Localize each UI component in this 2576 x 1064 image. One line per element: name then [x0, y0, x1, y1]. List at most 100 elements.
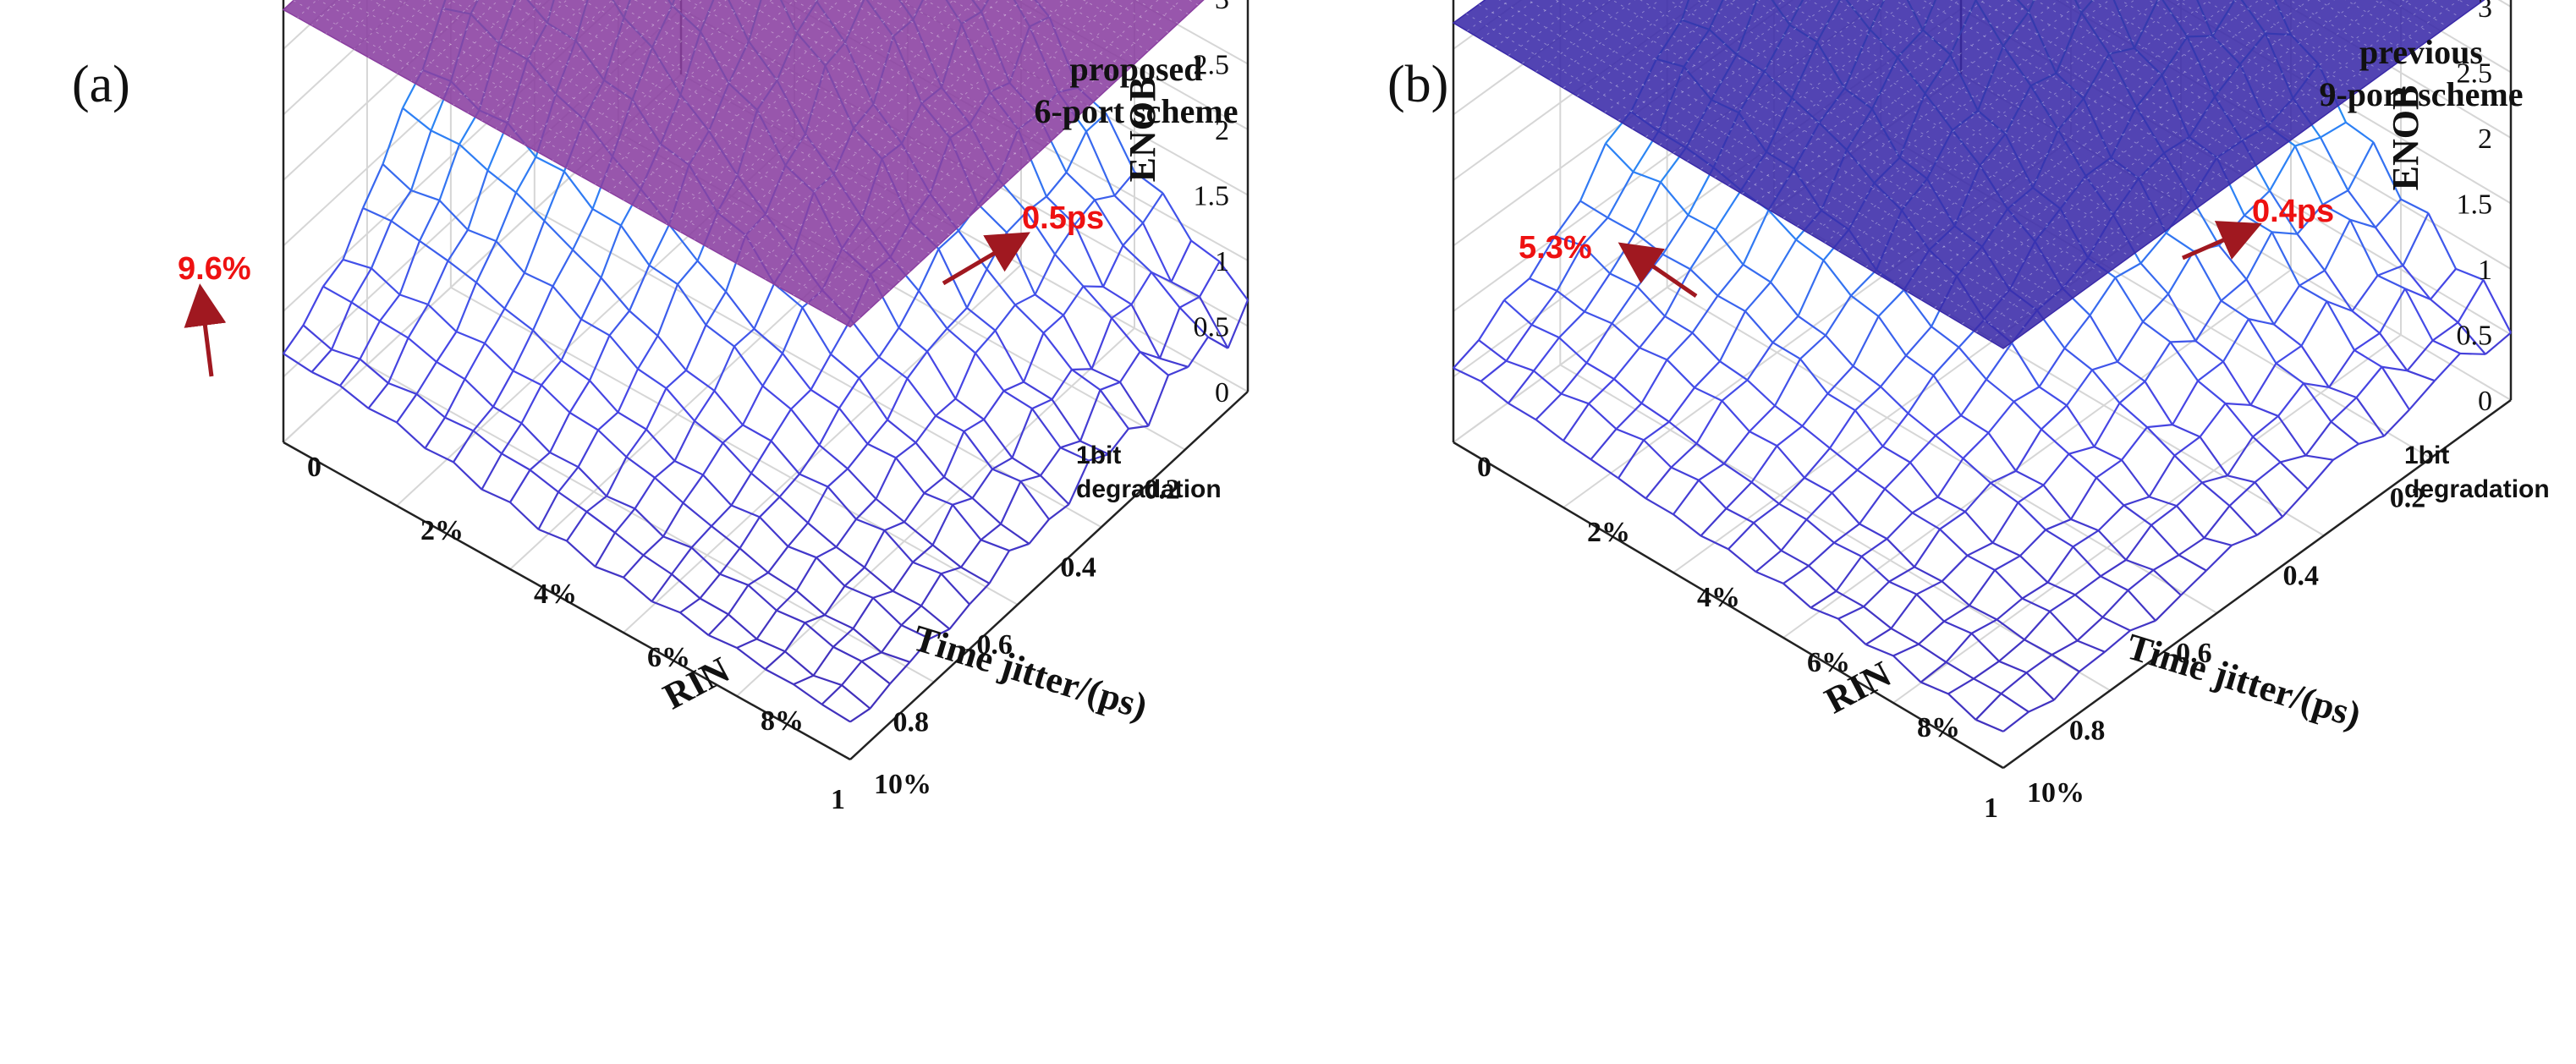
- annotation-text: 0.5ps: [1022, 200, 1104, 236]
- surface-line: [918, 248, 940, 292]
- surface-line: [804, 622, 834, 648]
- surface-line: [444, 416, 474, 432]
- annotation-arrows: [184, 232, 1030, 377]
- surface-line: [283, 353, 313, 373]
- surface-line: [606, 495, 635, 510]
- plane-mesh-line: [1003, 0, 1129, 70]
- surface-line: [1742, 263, 1771, 283]
- surface-line: [1074, 224, 1105, 288]
- surface-line: [795, 557, 817, 591]
- surface-line: [2349, 218, 2376, 228]
- surface-line: [708, 633, 738, 649]
- surface-line: [2269, 145, 2296, 191]
- surface-line: [860, 661, 891, 685]
- surface-line: [1837, 617, 1867, 645]
- surface-line: [1140, 350, 1161, 359]
- surface-line: [453, 430, 475, 463]
- surface-line: [662, 535, 692, 549]
- z-tick-label: 1: [1215, 246, 1229, 277]
- plane-mesh-line: [713, 0, 1019, 172]
- surface-line: [1207, 336, 1229, 349]
- surface-line: [954, 353, 977, 399]
- surface-line: [742, 385, 764, 425]
- surface-line: [475, 240, 497, 283]
- surface-line: [2040, 404, 2068, 431]
- surface-line: [764, 668, 794, 686]
- plane-label: degradation: [2404, 475, 2550, 503]
- surface-line: [541, 359, 563, 386]
- surface-line: [1020, 474, 1041, 483]
- plane-mesh-line: [1920, 0, 2335, 300]
- surface-line: [2070, 477, 2097, 520]
- surface-line: [679, 597, 701, 614]
- surface-line: [906, 377, 936, 417]
- surface-line: [438, 144, 461, 201]
- plane-mesh-line: [467, 0, 590, 113]
- surface-line: [2279, 461, 2309, 491]
- surface-line: [841, 684, 871, 710]
- surface-line: [1134, 171, 1164, 195]
- wall-grid-line: [2276, 0, 2512, 139]
- surface-line: [637, 368, 667, 389]
- surface-line: [755, 610, 777, 640]
- surface-line: [1051, 398, 1081, 442]
- surface-line: [2100, 559, 2127, 578]
- surface-line: [827, 485, 857, 520]
- plane-mesh-line: [951, 0, 1109, 89]
- plane-mesh-line: [1865, 0, 2235, 268]
- plane-mesh-line: [607, 0, 980, 208]
- surface-line: [2176, 505, 2205, 539]
- surface-line: [1042, 332, 1073, 370]
- surface-line: [600, 225, 623, 278]
- surface-line: [2172, 424, 2200, 438]
- z-axis-label: ENOB: [2385, 85, 2426, 191]
- surface-line: [931, 504, 953, 546]
- surface-line: [1529, 235, 1556, 279]
- surface-line: [536, 156, 565, 173]
- surface-line: [1671, 466, 1700, 481]
- surface-line: [608, 334, 639, 370]
- surface-line: [481, 488, 511, 503]
- surface-line: [1006, 211, 1028, 233]
- surface-line: [1771, 342, 1801, 360]
- surface-line: [912, 561, 942, 575]
- surface-line: [1085, 130, 1116, 196]
- surface-line: [415, 361, 437, 395]
- surface-line: [1810, 606, 1839, 620]
- plane-mesh-line: [793, 0, 1113, 296]
- surface-line: [409, 130, 432, 191]
- surface-line: [980, 539, 1010, 552]
- surface-line: [887, 419, 917, 444]
- surface-line: [1048, 503, 1070, 520]
- surface-line: [2299, 284, 2328, 303]
- plane-mesh-line: [1961, 0, 2410, 325]
- surface-line: [2275, 362, 2304, 385]
- surface-line: [1943, 620, 1972, 634]
- surface-line: [1969, 569, 1996, 606]
- surface-line: [501, 422, 523, 454]
- surface-line: [2129, 619, 2156, 632]
- surface-line: [731, 504, 761, 518]
- surface-line: [467, 228, 497, 243]
- surface-line: [1611, 286, 1639, 324]
- surface-line: [1094, 195, 1115, 201]
- surface-line: [1695, 442, 1725, 465]
- surface-line: [1480, 380, 1509, 404]
- surface-line: [1533, 337, 1560, 372]
- plane-mesh-line: [524, 0, 682, 145]
- surface-line: [1554, 235, 1583, 247]
- surface-line: [350, 267, 372, 303]
- surface-line: [1755, 550, 1782, 573]
- x-tick-label: 1: [831, 784, 845, 815]
- surface-line: [322, 259, 344, 288]
- surface-line: [830, 353, 860, 379]
- surface-line: [790, 389, 812, 410]
- surface-line: [572, 249, 602, 279]
- surface-line: [1139, 351, 1169, 376]
- surface-line: [2249, 362, 2277, 406]
- surface-line: [1825, 294, 1852, 337]
- surface-line: [946, 307, 968, 330]
- surface-line: [1945, 661, 1975, 680]
- surface-line: [1911, 512, 1941, 530]
- surface-line: [1831, 491, 1860, 525]
